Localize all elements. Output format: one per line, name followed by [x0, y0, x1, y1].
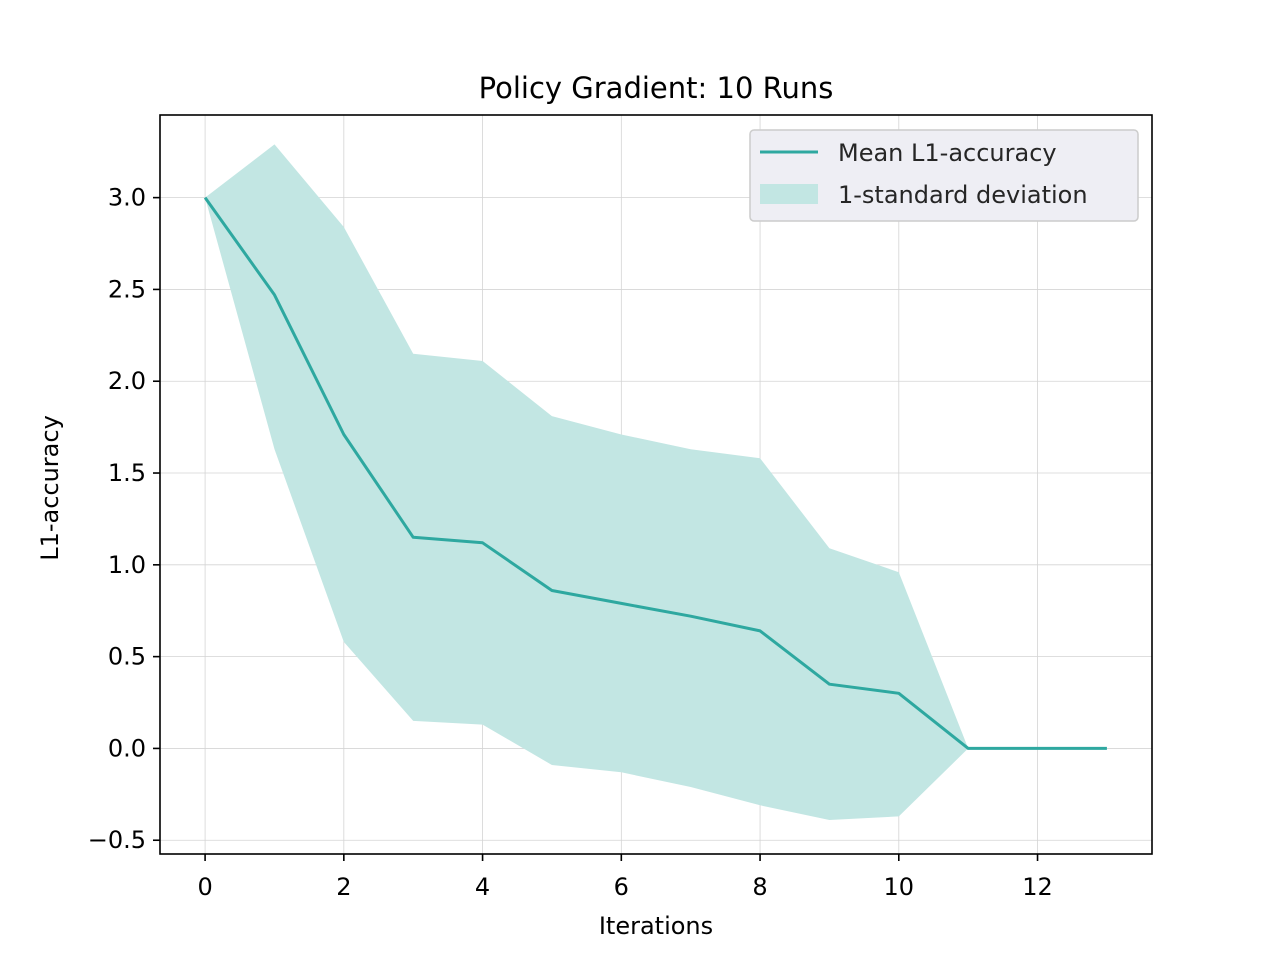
y-axis: −0.5 0.0 0.5 1.0 1.5 2.0 2.5 3.0 [88, 184, 160, 854]
plot-frame [159, 114, 1153, 855]
std-band [205, 144, 1107, 820]
mean-line-layer [203, 196, 1107, 750]
x-tick-label: 10 [884, 873, 915, 901]
legend-std-label: 1-standard deviation [838, 181, 1088, 209]
legend-mean-label: Mean L1-accuracy [838, 139, 1057, 167]
x-tick-label: 0 [197, 873, 212, 901]
y-tick-label: 2.0 [108, 367, 146, 395]
y-tick-label: 0.0 [108, 734, 146, 762]
y-tick-label: −0.5 [88, 826, 146, 854]
y-axis-label: L1-accuracy [36, 415, 64, 561]
x-tick-label: 2 [336, 873, 351, 901]
x-tick-label: 4 [475, 873, 490, 901]
x-axis: 0 2 4 6 8 10 12 [197, 854, 1053, 901]
std-band-layer [205, 144, 1107, 820]
x-tick-label: 6 [614, 873, 629, 901]
y-tick-label: 1.0 [108, 551, 146, 579]
y-tick-label: 3.0 [108, 184, 146, 212]
x-axis-label: Iterations [599, 912, 713, 940]
legend-std-swatch [760, 184, 818, 204]
y-tick-label: 1.5 [108, 459, 146, 487]
legend-box [749, 129, 1139, 222]
y-tick-label: 2.5 [108, 275, 146, 303]
legend: Mean L1-accuracy 1-standard deviation [749, 129, 1139, 222]
x-tick-label: 12 [1022, 873, 1053, 901]
mean-line [203, 196, 1107, 750]
chart-title: Policy Gradient: 10 Runs [479, 71, 834, 105]
x-tick-label: 8 [752, 873, 767, 901]
y-tick-label: 0.5 [108, 643, 146, 671]
